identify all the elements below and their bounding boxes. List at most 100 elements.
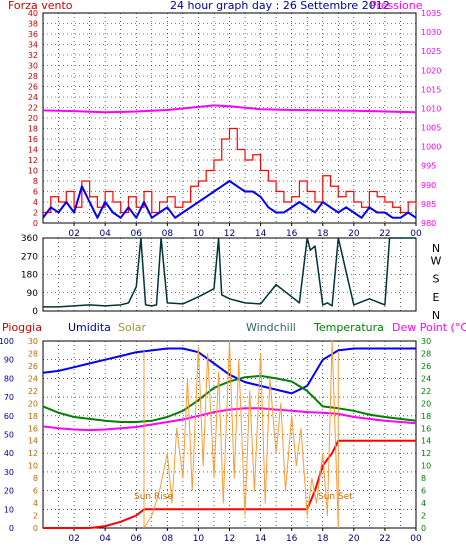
y-tick-label: 30: [28, 337, 38, 346]
weather-chart-grid: [43, 341, 416, 528]
y-tick-label: 26: [28, 362, 38, 371]
x-tick-label: 00: [410, 534, 422, 544]
series-wind-direction: [43, 237, 416, 308]
y-tick-label: 2: [33, 512, 38, 521]
x-tick-label: 18: [317, 534, 329, 544]
y-tick-label: 0: [9, 524, 14, 533]
series-humidity: [42, 347, 416, 395]
wind-chart-series: [42, 104, 417, 219]
x-tick-label: 12: [224, 534, 235, 544]
y-tick-label: 270: [21, 252, 38, 262]
series-temperature: [42, 374, 417, 423]
y-tick-label: 14: [28, 437, 38, 446]
humidity-label: Umidita: [68, 321, 111, 334]
x-tick-label: 04: [99, 534, 111, 544]
x-tick-label: 08: [162, 534, 174, 544]
series-rain: [43, 439, 416, 529]
compass-label: S: [433, 273, 440, 286]
y-tick-label: 40: [4, 449, 14, 458]
y-tick-label: 2: [33, 209, 38, 218]
y-tick-label: 1010: [421, 104, 441, 113]
y-tick-label: 28: [28, 72, 38, 81]
y-tick-label: 6: [33, 188, 38, 197]
x-tick-label: 02: [68, 229, 79, 239]
wind-x-axis: 02 04 06 08 10 12 14 16 18 20 22 00: [68, 223, 422, 239]
x-tick-label: 12: [224, 229, 235, 239]
y-tick-label: 10: [4, 505, 14, 514]
x-tick-label: 18: [317, 229, 329, 239]
weather-y-axis-left: 0 10 20 30 40 50 60 70 80 90 100: [0, 337, 14, 533]
y-tick-label: 1035: [421, 9, 441, 18]
y-tick-label: 4: [421, 499, 426, 508]
x-tick-label: 16: [286, 534, 298, 544]
compass-label: E: [433, 291, 440, 304]
y-tick-label: 16: [28, 135, 38, 144]
pressure-label: Pressione: [370, 0, 423, 12]
temperature-label: Temperatura: [313, 321, 384, 334]
y-tick-label: 6: [421, 487, 426, 496]
y-tick-label: 8: [33, 474, 38, 483]
y-tick-label: 26: [421, 362, 431, 371]
y-tick-label: 10: [28, 167, 38, 176]
y-tick-label: 0: [32, 307, 38, 317]
compass-label: N: [432, 242, 440, 255]
y-tick-label: 26: [28, 83, 38, 92]
y-tick-label: 0: [421, 524, 426, 533]
y-tick-label: 1015: [421, 85, 441, 94]
x-tick-label: 22: [379, 534, 390, 544]
y-tick-label: 18: [28, 125, 38, 134]
y-tick-label: 40: [28, 9, 38, 18]
y-tick-label: 30: [28, 62, 38, 71]
y-tick-label: 80: [4, 374, 14, 383]
x-tick-label: 00: [410, 229, 422, 239]
y-tick-label: 985: [421, 200, 436, 209]
y-tick-label: 14: [28, 146, 38, 155]
direction-y-axis-left: 0 90 180 270 360: [21, 234, 38, 317]
y-tick-label: 22: [421, 387, 431, 396]
solar-label: Solar: [118, 321, 147, 334]
y-tick-label: 100: [0, 337, 14, 346]
x-tick-label: 06: [131, 534, 143, 544]
x-tick-label: 10: [193, 534, 205, 544]
y-tick-label: 8: [421, 474, 426, 483]
x-tick-label: 02: [68, 534, 79, 544]
wind-force-label: Forza vento: [8, 0, 73, 12]
direction-chart-series: [43, 237, 416, 308]
y-tick-label: 4: [33, 198, 38, 207]
y-tick-label: 360: [21, 234, 38, 244]
y-tick-label: 90: [27, 289, 39, 299]
y-tick-label: 4: [33, 499, 38, 508]
y-tick-label: 1000: [421, 143, 441, 152]
pressure-y-axis-right: 980 985 990 995 1000 1005 1010 1015 1020 1025 1030…: [421, 9, 441, 228]
y-tick-label: 32: [28, 51, 38, 60]
sun-set-annotation: Sun Set: [318, 492, 353, 502]
y-tick-label: 24: [28, 93, 38, 102]
y-tick-label: 10: [421, 462, 431, 471]
direction-chart-grid: [43, 238, 416, 311]
dew-point-label: Dew Point (°C): [392, 321, 466, 334]
chart-title: 24 hour graph day : 26 Settembre 2012: [170, 0, 390, 12]
x-tick-label: 14: [255, 534, 267, 544]
x-tick-label: 06: [131, 229, 143, 239]
y-tick-label: 22: [28, 104, 38, 113]
y-tick-label: 980: [421, 219, 436, 228]
y-tick-label: 6: [33, 487, 38, 496]
y-tick-label: 30: [4, 468, 14, 477]
compass-label: N: [432, 309, 440, 322]
y-tick-label: 180: [21, 271, 38, 281]
y-tick-label: 1025: [421, 47, 441, 56]
y-tick-label: 12: [28, 156, 38, 165]
wind-chart-grid: [43, 13, 416, 223]
y-tick-label: 24: [28, 374, 38, 383]
y-tick-label: 18: [421, 412, 431, 421]
weather-chart-series: [42, 340, 417, 529]
y-tick-label: 36: [28, 30, 38, 39]
windchill-label: Windchill: [246, 321, 296, 334]
x-tick-label: 16: [286, 229, 298, 239]
y-tick-label: 28: [28, 349, 38, 358]
